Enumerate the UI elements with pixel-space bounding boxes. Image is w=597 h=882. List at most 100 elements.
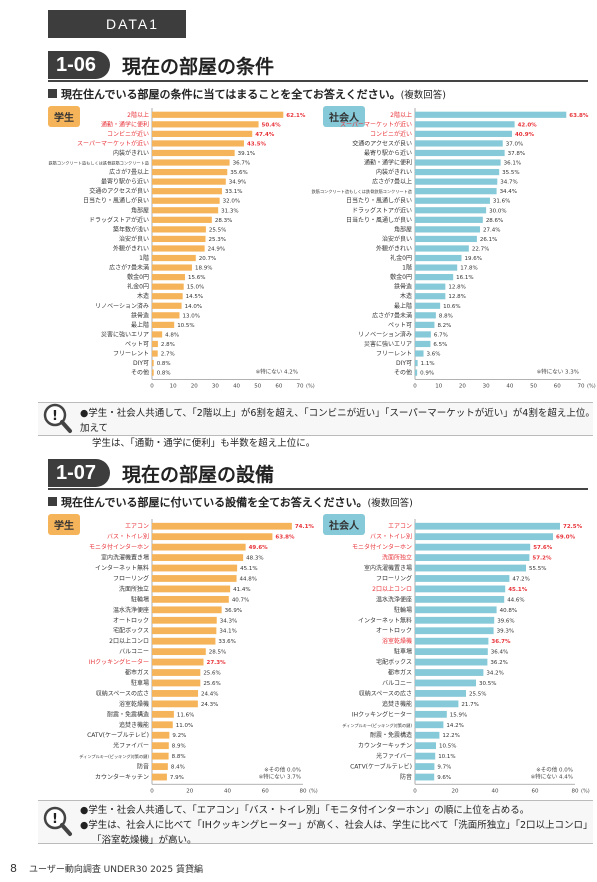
category-label: 木造 xyxy=(400,292,412,300)
category-label: 通勤・通学に便利 xyxy=(101,120,149,128)
value-label: 45.1% xyxy=(508,587,528,593)
bar xyxy=(415,312,436,319)
value-label: 12.8% xyxy=(448,294,465,300)
bar xyxy=(152,111,284,118)
x-axis-unit: (%) xyxy=(581,788,590,794)
value-label: 34.2% xyxy=(486,671,503,677)
x-tick-label: 60 xyxy=(554,383,561,389)
bar xyxy=(152,207,219,214)
category-label: CATV(ケーブルテレビ) xyxy=(87,731,149,739)
bar xyxy=(152,742,169,750)
category-label: 広さが7畳未満 xyxy=(372,311,412,319)
question-text: 現在住んでいる部屋の条件に当てはまることを全てお答えください。(複数回答) xyxy=(48,86,446,102)
bar xyxy=(415,159,501,166)
value-label: 13.0% xyxy=(182,313,199,319)
category-label: 最寄り駅から近い xyxy=(101,178,149,186)
value-label: 25.6% xyxy=(203,671,220,677)
bar xyxy=(415,669,484,676)
bar xyxy=(152,763,168,770)
value-label: 33.1% xyxy=(225,189,242,195)
question-text: 現在住んでいる部屋に付いている設備を全てお答えください。(複数回答) xyxy=(48,494,413,510)
bar xyxy=(415,140,503,147)
bar xyxy=(415,658,488,666)
value-label: 12.2% xyxy=(442,733,459,739)
category-label: バルコニー xyxy=(382,680,412,687)
value-label: 39.3% xyxy=(497,629,514,635)
bar xyxy=(415,321,435,328)
comment-line: ●学生・社会人共通して、「2階以上」が6割を超え、「コンビニが近い」「スーパーマ… xyxy=(80,408,595,434)
bar xyxy=(415,648,488,656)
bar xyxy=(415,283,446,290)
value-label: 36.7% xyxy=(233,161,250,167)
bar xyxy=(415,274,454,281)
value-label: 24.4% xyxy=(201,691,218,697)
category-label: ディンプルキー(ピッキング対策の鍵) xyxy=(79,753,149,760)
category-label: 2口以上コンロ xyxy=(109,637,149,645)
value-label: 8.8% xyxy=(439,313,453,319)
value-label: 9.7% xyxy=(437,765,451,771)
value-label: 50.4% xyxy=(262,122,282,128)
category-label: スーパーマーケットが近い xyxy=(77,139,149,147)
x-tick-label: 10 xyxy=(170,383,177,389)
category-label: 敷金0円 xyxy=(127,273,149,281)
category-label: 最上階 xyxy=(394,302,412,310)
data-tab-label: DATA1 xyxy=(106,16,160,32)
bar xyxy=(152,188,222,195)
category-label: 外観がきれい xyxy=(376,244,412,252)
value-label: 74.1% xyxy=(295,524,315,530)
category-label: エアコン xyxy=(388,523,412,530)
category-label: その他 xyxy=(394,369,412,377)
bar xyxy=(152,522,292,530)
bar xyxy=(415,149,505,157)
bar xyxy=(152,533,273,541)
bar xyxy=(415,216,483,223)
bar xyxy=(152,340,158,348)
category-label: ペット可 xyxy=(125,341,149,348)
value-label: 69.0% xyxy=(556,535,576,541)
bar xyxy=(152,648,206,656)
value-label: 2.8% xyxy=(161,342,175,348)
bar xyxy=(415,742,436,750)
value-label: 34.7% xyxy=(500,180,517,186)
category-label: 広さが7畳以上 xyxy=(372,178,412,186)
value-label: 34.4% xyxy=(500,189,517,195)
category-label: 鉄骨造 xyxy=(394,283,412,291)
value-label: 63.8% xyxy=(569,113,589,119)
value-label: 31.6% xyxy=(493,199,510,205)
value-label: 36.2% xyxy=(490,660,507,666)
category-label: 1階 xyxy=(402,264,412,272)
value-label: 47.2% xyxy=(512,576,529,582)
question-body: 現在住んでいる部屋の条件に当てはまることを全てお答えください。 xyxy=(61,88,401,101)
x-tick-label: 0 xyxy=(150,383,154,389)
bar xyxy=(152,226,206,233)
x-tick-label: 70 xyxy=(297,383,304,389)
value-label: 12.8% xyxy=(448,285,465,291)
category-label: 日当たり・風通しが良い xyxy=(346,197,412,205)
value-label: 22.7% xyxy=(472,246,489,252)
chart-footnote: ※特にない 3.3% xyxy=(537,367,579,375)
value-label: 49.6% xyxy=(249,545,269,551)
value-label: 31.3% xyxy=(221,208,238,214)
value-label: 40.7% xyxy=(232,597,249,603)
category-label: 室内洗濯機置き場 xyxy=(364,564,412,572)
chart-footnote: ※特にない 3.7% xyxy=(259,772,301,780)
value-label: 57.2% xyxy=(532,556,552,562)
section-heading: 1-07 現在の部屋の設備 xyxy=(48,458,274,488)
value-label: 8.8% xyxy=(172,754,186,760)
bar xyxy=(415,637,489,645)
category-label: 通勤・通学に便利 xyxy=(364,159,412,167)
category-label: 洗面所独立 xyxy=(119,585,149,593)
category-label: オートロック xyxy=(376,628,412,635)
category-label: モニタ付インターホン xyxy=(352,543,412,551)
question-note: (複数回答) xyxy=(367,498,413,509)
x-tick-label: 20 xyxy=(459,383,466,389)
bar xyxy=(415,245,469,252)
bar xyxy=(415,690,466,697)
value-label: 27.3% xyxy=(207,660,227,666)
value-label: 25.6% xyxy=(203,681,220,687)
page-footer: 8 ユーザー動向調査 UNDER30 2025 賃貸編 xyxy=(10,862,203,875)
bar xyxy=(415,731,440,739)
square-bullet-icon xyxy=(48,497,57,506)
category-label: 礼金0円 xyxy=(390,254,412,262)
